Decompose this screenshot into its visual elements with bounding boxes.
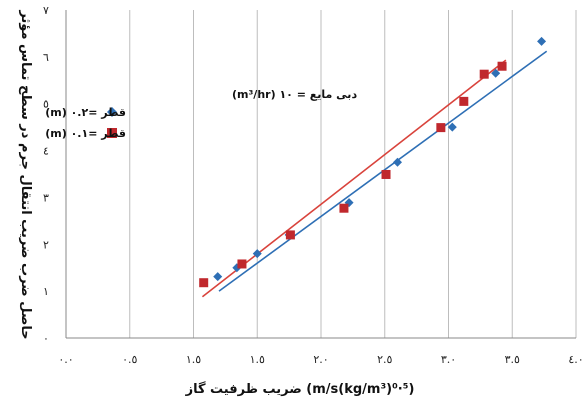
y-tick-label: ١ <box>43 285 49 298</box>
x-tick-label: ٣.٠ <box>441 353 456 366</box>
data-point-series-2 <box>199 278 209 288</box>
data-point-series-2 <box>497 61 507 71</box>
x-tick-label: ٠.٠ <box>58 353 73 366</box>
legend-marker-square <box>107 128 117 138</box>
y-tick-label: ٥ <box>43 98 49 111</box>
x-axis-label: (m/s(kg/m³)⁰·⁵) ضريب ظرفيت گاز <box>185 381 415 397</box>
x-tick-label: ١.٥ <box>186 353 201 366</box>
x-tick-label: ٢.٥ <box>377 353 392 366</box>
grid-lines <box>65 10 577 338</box>
x-tick-label: ١.٥ <box>250 353 265 366</box>
y-axis-label: حاصل ضرب ضريب انتقال جرم در سطح تماس مؤث… <box>18 9 33 339</box>
y-tick-label: ٦ <box>43 51 49 64</box>
data-point-series-2 <box>459 96 469 106</box>
data-point-series-1 <box>447 122 457 132</box>
legend-title: دبی مایع = ١٠ (m³/hr) <box>232 88 357 101</box>
trendline-series-2 <box>201 59 507 298</box>
data-point-series-2 <box>436 123 446 133</box>
data-point-series-1 <box>393 157 402 167</box>
y-tick-label: ٧ <box>43 4 49 17</box>
y-tick-label: ٠ <box>43 332 49 345</box>
data-point-series-2 <box>237 259 247 269</box>
data-point-series-2 <box>381 169 391 179</box>
data-point-series-2 <box>479 69 489 79</box>
y-tick-label: ٤ <box>43 145 49 158</box>
data-point-series-1 <box>252 249 262 259</box>
y-tick-label: ٢ <box>43 238 49 251</box>
y-tick-label: ٣ <box>43 191 49 204</box>
data-point-series-2 <box>285 230 295 240</box>
axes <box>65 10 576 339</box>
data-point-series-1 <box>491 68 501 78</box>
x-tick-labels: ٠.٠ ٠.٥ ١.٥ ١.٥ ٢.٠ ٢.٥ ٣.٠ ٣.٥ ٤.٠ <box>58 353 583 366</box>
data-point-series-2 <box>339 203 349 213</box>
x-tick-label: ٠.٥ <box>122 353 137 366</box>
y-tick-labels: ٠ ١ ٢ ٣ ٤ ٥ ٦ ٧ <box>43 4 49 345</box>
x-tick-label: ٢.٠ <box>313 353 328 366</box>
x-tick-label: ٣.٥ <box>505 353 520 366</box>
legend-label-series-1: قطر =٠.٢ (m) <box>45 106 126 119</box>
legend: دبی مایع = ١٠ (m³/hr) قطر =٠.٢ (m) قطر =… <box>45 88 357 140</box>
legend-label-series-2: قطر =٠.١ (m) <box>45 127 126 140</box>
legend-marker-diamond <box>107 107 117 117</box>
data-points <box>199 36 547 288</box>
data-point-series-1 <box>537 36 547 46</box>
data-point-series-1 <box>213 272 223 282</box>
x-tick-label: ٤.٠ <box>568 353 583 366</box>
